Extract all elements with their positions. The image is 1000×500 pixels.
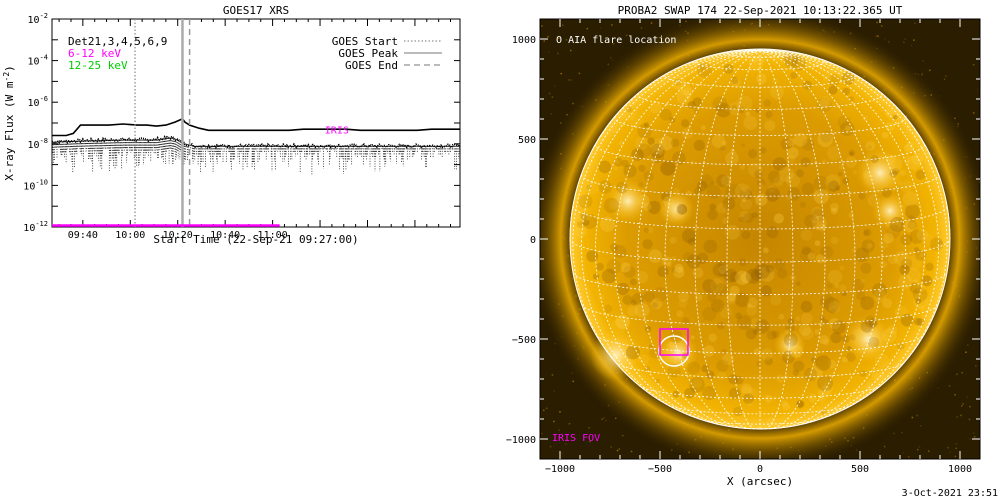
goes-panel: GOES17 XRS 10-12 10-10 10-8 10-6 10-4 10-2 09… [2,4,461,246]
swap-x-tick-label: 500 [851,464,869,475]
heliographic-grid [569,48,951,430]
swap-x-tick-label: −1000 [545,464,575,475]
goes-title: GOES17 XRS [223,4,289,17]
x-tick-label: 10:40 [210,230,240,241]
swap-x-axis-label: X (arcsec) [727,475,793,488]
swap-title: PROBA2 SWAP 174 22-Sep-2021 10:13:22.365… [618,4,903,17]
x-tick-label: 10:00 [115,230,145,241]
y-tick-label: 10-8 [28,137,48,151]
active-region [774,329,806,361]
active-region [658,191,694,227]
active-regions [575,50,946,426]
goes-y-ticks: 10-12 10-10 10-8 10-6 10-4 10-2 [23,12,460,234]
goes-y-axis-label: X-ray Flux (W m-2) [2,65,16,181]
goes-plot-area [52,19,460,227]
iris-label: IRIS [325,125,349,136]
swap-y-tick-label: −500 [512,335,536,346]
swap-y-tick-label: 0 [530,235,536,246]
swap-x-tick-label: 1000 [948,464,972,475]
y-tick-label: 10-6 [28,95,48,109]
legend-goes-start: GOES Start [332,35,398,48]
legend-goes-end: GOES End [345,59,398,72]
goes-x-axis-label: Start Time (22-Sep-21 09:27:00) [153,233,358,246]
swap-image [540,19,980,459]
aia-flare-location-marker [658,335,690,367]
x-tick-label: 11:00 [258,230,288,241]
swap-ticks: −1000 −500 0 500 1000 −1000 −500 0 500 1000 [506,19,980,475]
series-long-channel [52,117,460,137]
swap-x-tick-label: 0 [757,464,763,475]
swap-y-tick-label: 1000 [512,35,536,46]
swap-panel: PROBA2 SWAP 174 22-Sep-2021 10:13:22.365… [506,4,998,499]
x-tick-label: 10:20 [163,230,193,241]
x-tick-label: 09:40 [68,230,98,241]
active-region [590,329,642,381]
active-region [606,179,650,223]
legend-6-12-kev: 6-12 keV [68,47,121,60]
iris-fov-box [659,328,689,356]
footer-timestamp: 3-Oct-2021 23:51 [902,488,998,499]
legend-12-25-kev: 12-25 keV [68,59,128,72]
y-tick-label: 10-4 [28,54,48,68]
swap-y-tick-label: 500 [518,135,536,146]
aia-legend: O AIA flare location [556,35,676,46]
legend-detectors: Det21,3,4,5,6,9 [68,35,167,48]
legend-goes-peak: GOES Peak [338,47,398,60]
iris-fov-label: IRIS FOV [552,433,600,444]
y-tick-label: 10-12 [23,220,48,234]
active-region [872,193,908,229]
solar-limb [569,48,951,430]
swap-x-tick-label: −500 [648,464,672,475]
active-region [856,149,904,197]
y-tick-label: 10-10 [23,178,48,192]
series-short-channel [52,135,460,175]
y-tick-label: 10-2 [28,12,48,26]
active-region [844,315,892,363]
swap-y-tick-label: −1000 [506,435,536,446]
